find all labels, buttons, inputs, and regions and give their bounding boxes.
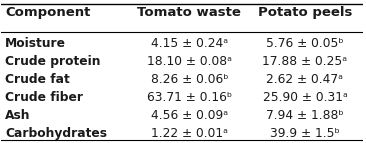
Text: Crude protein: Crude protein (5, 54, 101, 67)
Text: 39.9 ± 1.5ᵇ: 39.9 ± 1.5ᵇ (270, 127, 340, 140)
Text: 4.15 ± 0.24ᵃ: 4.15 ± 0.24ᵃ (151, 36, 228, 49)
Text: Carbohydrates: Carbohydrates (5, 127, 107, 140)
Text: 18.10 ± 0.08ᵃ: 18.10 ± 0.08ᵃ (147, 54, 232, 67)
Text: Crude fiber: Crude fiber (5, 91, 83, 104)
Text: Component: Component (5, 6, 90, 19)
Text: Tomato waste: Tomato waste (137, 6, 241, 19)
Text: 5.76 ± 0.05ᵇ: 5.76 ± 0.05ᵇ (266, 36, 344, 49)
Text: Ash: Ash (5, 109, 30, 122)
Text: 7.94 ± 1.88ᵇ: 7.94 ± 1.88ᵇ (266, 109, 344, 122)
Text: 17.88 ± 0.25ᵃ: 17.88 ± 0.25ᵃ (262, 54, 348, 67)
Text: Moisture: Moisture (5, 36, 66, 49)
Text: 4.56 ± 0.09ᵃ: 4.56 ± 0.09ᵃ (151, 109, 228, 122)
Text: 2.62 ± 0.47ᵃ: 2.62 ± 0.47ᵃ (266, 73, 343, 86)
Text: 25.90 ± 0.31ᵃ: 25.90 ± 0.31ᵃ (262, 91, 347, 104)
Text: 1.22 ± 0.01ᵃ: 1.22 ± 0.01ᵃ (151, 127, 228, 140)
Text: Crude fat: Crude fat (5, 73, 70, 86)
Text: Potato peels: Potato peels (258, 6, 352, 19)
Text: 63.71 ± 0.16ᵇ: 63.71 ± 0.16ᵇ (147, 91, 232, 104)
Text: 8.26 ± 0.06ᵇ: 8.26 ± 0.06ᵇ (150, 73, 228, 86)
